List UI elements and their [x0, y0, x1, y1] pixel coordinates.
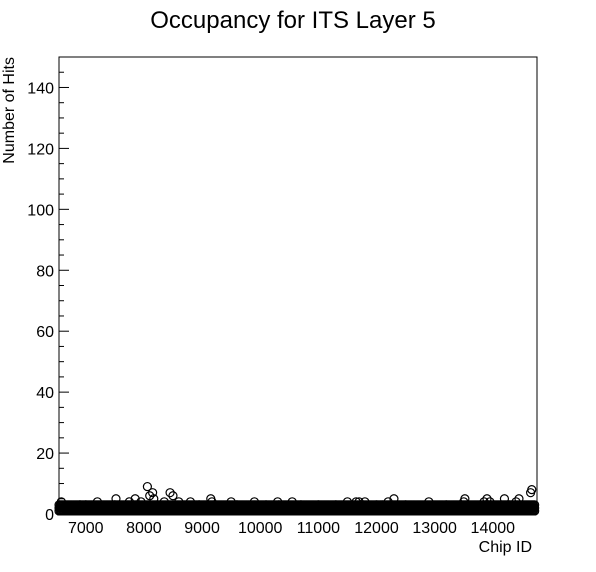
data-point: [185, 497, 196, 507]
data-point: [274, 500, 284, 510]
data-point: [226, 497, 236, 507]
data-point: [110, 500, 120, 510]
axis-ticks: 0 20 40 60 80 100 120 140 7000 8000 9000 10000 11000…: [27, 56, 529, 537]
data-point: [75, 500, 85, 510]
x-tick-label: 12000: [354, 520, 399, 537]
x-axis-label: Chip ID: [479, 539, 532, 556]
data-point: [142, 481, 152, 492]
x-tick-label: 10000: [238, 520, 283, 537]
y-tick-label: 0: [45, 507, 54, 524]
y-tick-label: 80: [36, 263, 54, 280]
data-point: [342, 497, 353, 507]
data-point: [389, 494, 399, 504]
plot-frame: [58, 56, 538, 515]
data-point: [499, 494, 510, 504]
data-point: [148, 488, 158, 498]
x-tick-label: 13000: [412, 520, 457, 537]
data-point: [194, 500, 204, 510]
y-tick-label: 120: [27, 141, 54, 158]
y-tick-label: 140: [27, 80, 54, 97]
data-point: [514, 494, 524, 504]
data-point: [249, 497, 259, 507]
data-point: [383, 497, 393, 507]
data-point: [479, 497, 489, 507]
data-point: [482, 494, 492, 504]
data-point: [400, 500, 411, 510]
data-point: [527, 485, 537, 495]
data-point: [174, 497, 184, 507]
data-point: [136, 497, 146, 507]
chart-title: Occupancy for ITS Layer 5: [150, 7, 435, 34]
x-tick-label: 8000: [126, 520, 162, 537]
data-point: [287, 497, 297, 507]
data-point: [149, 494, 159, 504]
data-point: [511, 497, 521, 507]
data-point: [424, 497, 434, 507]
data-point: [56, 497, 66, 507]
data-point: [485, 497, 495, 507]
data-point: [207, 497, 217, 507]
x-tick-label: 11000: [297, 520, 340, 537]
data-point: [159, 497, 169, 507]
y-tick-label: 100: [27, 202, 54, 219]
data-point: [261, 500, 271, 510]
data-point: [354, 497, 364, 507]
data-point: [130, 494, 140, 504]
x-tick-label: 14000: [471, 520, 516, 537]
data-point: [111, 494, 121, 504]
data-points: [54, 481, 540, 516]
data-point: [124, 497, 134, 507]
data-point: [165, 488, 175, 498]
data-point: [296, 500, 306, 510]
data-point: [331, 500, 341, 510]
y-tick-label: 60: [36, 324, 54, 341]
data-point: [92, 497, 102, 507]
data-point: [168, 491, 178, 501]
y-tick-label: 40: [36, 385, 54, 402]
data-point: [460, 494, 470, 504]
data-point: [351, 497, 361, 507]
data-point: [530, 500, 540, 510]
data-point: [360, 497, 370, 507]
y-axis-label: Number of Hits: [1, 57, 18, 164]
x-tick-label: 7000: [68, 520, 104, 537]
x-tick-label: 9000: [184, 520, 220, 537]
y-tick-label: 20: [36, 446, 54, 463]
